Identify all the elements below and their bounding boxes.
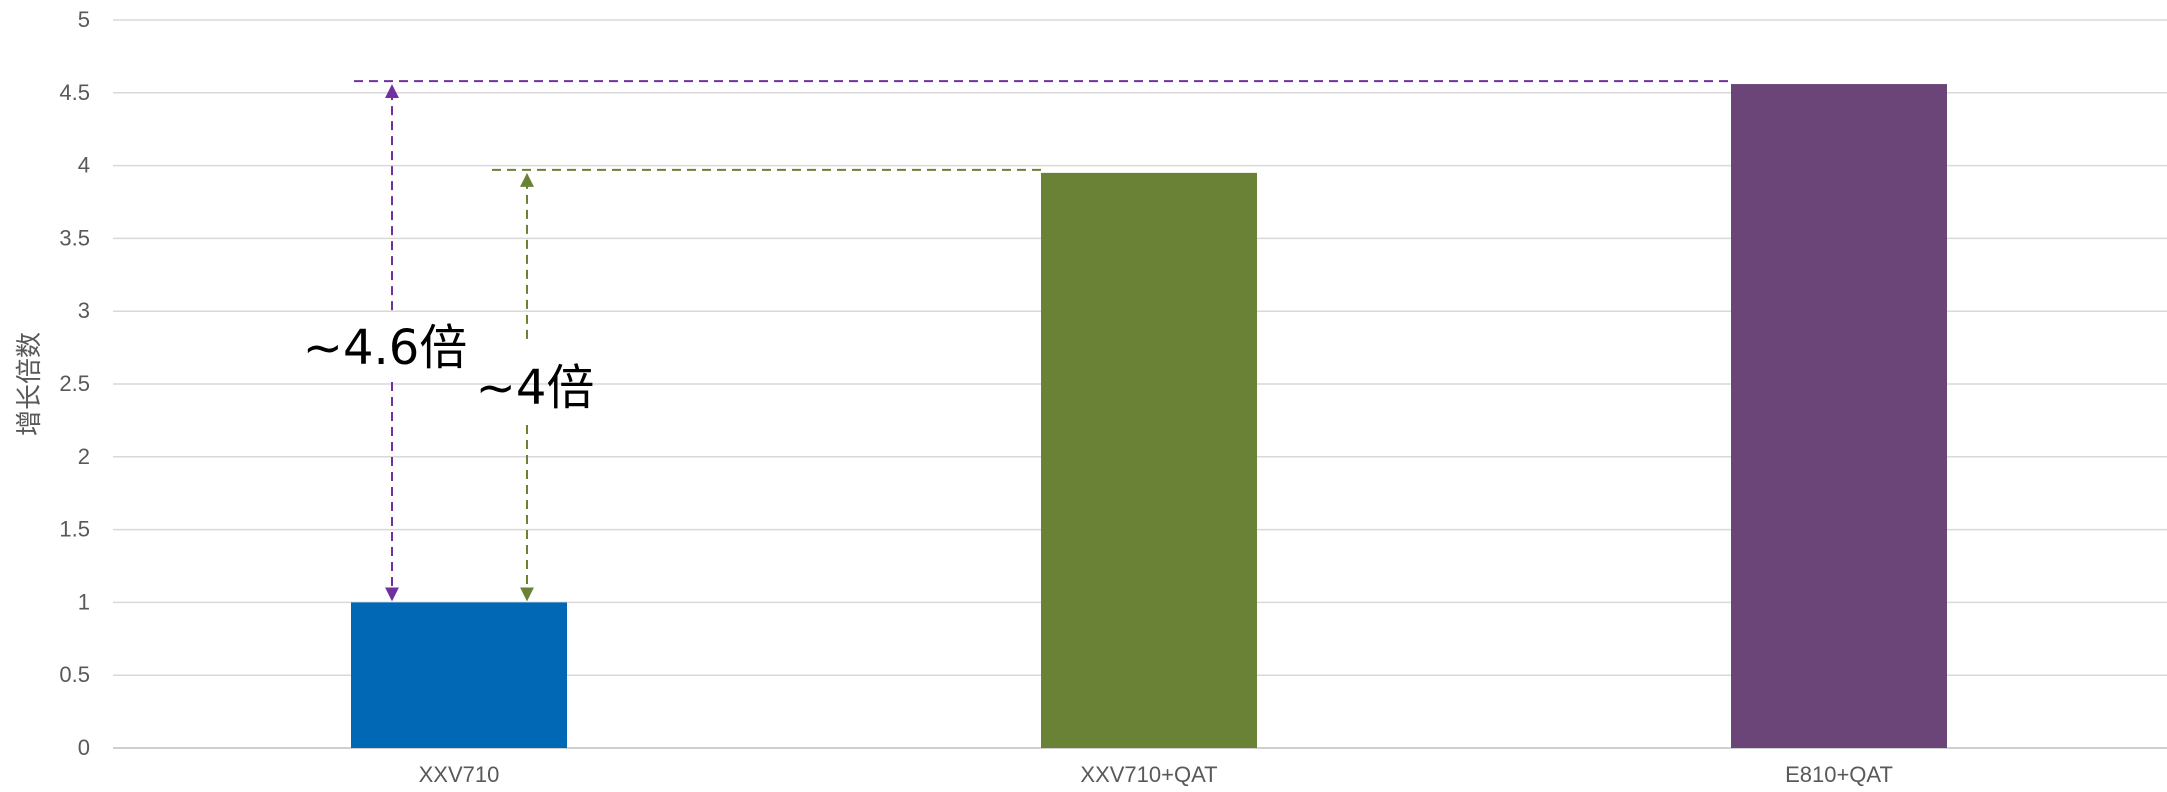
bars (351, 84, 1947, 748)
annotation-label: ~4.6倍 (303, 320, 468, 376)
y-tick-label: 3.5 (59, 225, 90, 250)
y-tick-label: 3 (78, 298, 90, 323)
x-tick-label: E810+QAT (1785, 762, 1893, 787)
x-tick-label: XXV710 (419, 762, 500, 787)
y-tick-label: 4.5 (59, 80, 90, 105)
y-tick-label: 4 (78, 153, 90, 178)
x-axis-ticks: XXV710 XXV710+QAT E810+QAT (419, 762, 1893, 787)
y-tick-label: 1.5 (59, 517, 90, 542)
y-tick-label: 2.5 (59, 371, 90, 396)
annotation-label: ~4倍 (476, 360, 595, 416)
y-tick-label: 5 (78, 7, 90, 32)
y-tick-label: 2 (78, 444, 90, 469)
y-tick-label: 1 (78, 589, 90, 614)
bar-xxv710 (351, 602, 567, 748)
y-axis-label: 增长倍数 (15, 332, 45, 436)
bar-xxv710-qat (1041, 172, 1257, 748)
x-tick-label: XXV710+QAT (1080, 762, 1217, 787)
y-axis-ticks: 0 0.5 1 1.5 2 2.5 3 3.5 4 4.5 5 (59, 7, 90, 760)
bar-e810-qat (1731, 84, 1947, 748)
y-tick-label: 0 (78, 735, 90, 760)
annotations: ~4.6倍~4倍 (303, 80, 1731, 602)
y-tick-label: 0.5 (59, 662, 90, 687)
